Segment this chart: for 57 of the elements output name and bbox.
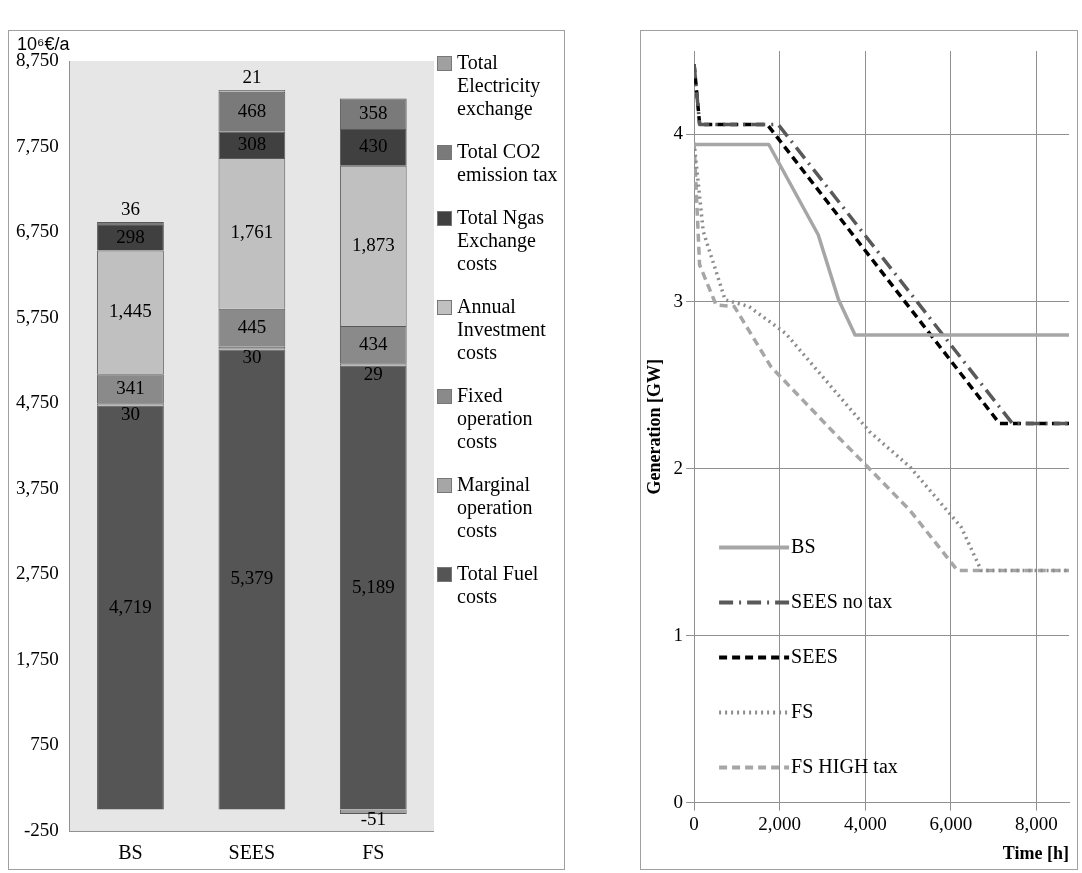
data-label: 30 bbox=[120, 402, 140, 424]
data-label: 1,445 bbox=[109, 300, 152, 322]
legend-label: FS bbox=[791, 699, 814, 722]
y-tick-label: 3 bbox=[673, 289, 684, 311]
data-label: 445 bbox=[237, 315, 267, 337]
data-label: 430 bbox=[359, 135, 388, 157]
x-tick-label: SEES bbox=[228, 841, 276, 864]
legend-label: FS HIGH tax bbox=[791, 754, 898, 777]
y-tick-label: -250 bbox=[23, 818, 59, 840]
data-label: 5,379 bbox=[230, 567, 274, 589]
y-tick-label: 2,750 bbox=[16, 562, 59, 584]
data-label: 29 bbox=[363, 362, 383, 384]
y-tick-label: 750 bbox=[30, 733, 59, 755]
y-tick-label: 3,750 bbox=[16, 476, 59, 498]
legend-label: Total Fuel costs bbox=[457, 562, 540, 608]
y-tick-label: 1 bbox=[673, 623, 684, 645]
legend-label: Total Ngas Exchange costs bbox=[457, 206, 545, 275]
y-tick-label: 4,750 bbox=[16, 391, 59, 413]
y-tick-label: 4 bbox=[673, 122, 684, 144]
data-label: 30 bbox=[242, 346, 262, 368]
y-tick-label: 6,750 bbox=[16, 220, 59, 242]
y-axis-title: 10⁶€/a bbox=[17, 33, 71, 54]
legend-label: BS bbox=[791, 534, 816, 557]
data-label: 358 bbox=[359, 101, 388, 123]
legend-label: Fixed operation costs bbox=[457, 384, 534, 453]
data-label: -51 bbox=[360, 807, 386, 829]
legend-label: SEES bbox=[791, 644, 838, 667]
y-tick-label: 1,750 bbox=[16, 647, 59, 669]
legend-label: Annual Investment costs bbox=[457, 295, 547, 364]
legend-label: SEES no tax bbox=[791, 589, 893, 612]
legend-label: Marginal operation costs bbox=[457, 473, 534, 542]
data-label: 434 bbox=[359, 332, 389, 354]
data-label: 1,761 bbox=[230, 221, 274, 243]
x-tick-label: 6,000 bbox=[929, 812, 973, 834]
data-label: 36 bbox=[120, 197, 140, 219]
x-tick-label: 0 bbox=[689, 812, 699, 834]
data-label: 298 bbox=[116, 225, 145, 247]
legend-label: Total Electricity exchange bbox=[457, 51, 542, 120]
x-tick-label: 4,000 bbox=[843, 812, 887, 834]
data-label: 21 bbox=[242, 65, 262, 87]
data-label: 1,873 bbox=[351, 233, 395, 255]
x-tick-label: 8,000 bbox=[1015, 812, 1058, 834]
y-tick-label: 2 bbox=[673, 456, 684, 478]
y-tick-label: 7,750 bbox=[16, 134, 59, 156]
data-label: 341 bbox=[116, 376, 145, 398]
data-label: 4,719 bbox=[109, 595, 152, 617]
data-label: 308 bbox=[237, 132, 267, 154]
y-tick-label: 0 bbox=[673, 790, 684, 812]
y-axis-title: Generation [GW] bbox=[644, 359, 665, 495]
data-label: 468 bbox=[237, 99, 267, 121]
data-label: 5,189 bbox=[351, 575, 395, 597]
x-axis-title: Time [h] bbox=[1002, 842, 1069, 863]
x-tick-label: BS bbox=[118, 841, 143, 864]
legend-label: Total CO2 emission tax bbox=[457, 140, 559, 186]
y-tick-label: 5,750 bbox=[16, 305, 59, 327]
x-tick-label: FS bbox=[362, 841, 385, 864]
x-tick-label: 2,000 bbox=[758, 812, 802, 834]
